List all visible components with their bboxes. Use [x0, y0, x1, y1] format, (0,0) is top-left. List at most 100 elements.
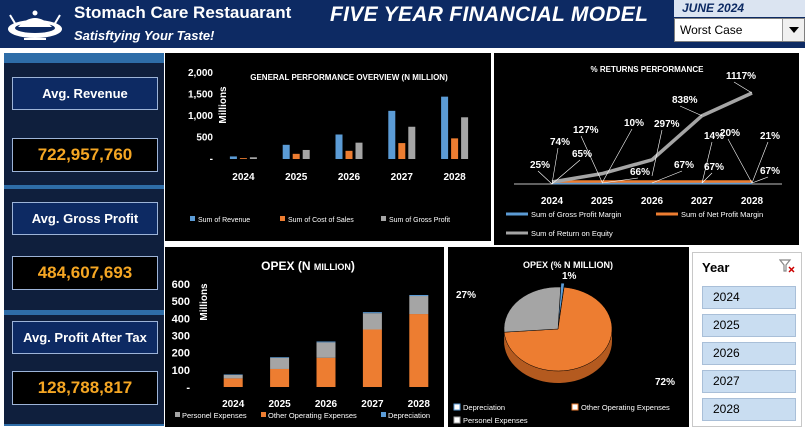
y-tick-label: 400: [172, 313, 190, 325]
x-tick-label: 2027: [361, 399, 384, 410]
data-label: 74%: [550, 137, 570, 148]
kpi-title: Avg. Profit After Tax: [12, 321, 158, 354]
x-tick-label: 2025: [285, 172, 308, 183]
data-label: 20%: [720, 128, 740, 139]
bar-depreciation: [223, 374, 243, 375]
chart-title-small: MILLION: [314, 262, 351, 272]
legend-swatch: [571, 403, 579, 411]
chart-title: GENERAL PERFORMANCE OVERVIEW (N MILLION): [250, 73, 448, 82]
bar-personel-expenses: [270, 357, 290, 369]
bar-depreciation: [409, 294, 429, 297]
data-label: 297%: [654, 119, 680, 130]
legend-label: Sum of Return on Equity: [531, 229, 613, 238]
slicer-item-2027[interactable]: 2027: [702, 370, 796, 393]
leader-line: [651, 170, 683, 184]
kpi-value: 128,788,817: [12, 371, 158, 405]
legend-label: Personel Expenses: [182, 411, 247, 420]
leader-line: [651, 129, 663, 177]
chart-title: % RETURNS PERFORMANCE: [591, 65, 705, 74]
slicer-header: Year: [702, 260, 730, 275]
bar-sum-of-gross-profit: [408, 126, 416, 159]
bar-depreciation: [316, 341, 336, 343]
x-tick-label: 2025: [591, 196, 614, 207]
bar-depreciation: [362, 312, 382, 314]
slicer-item-2028[interactable]: 2028: [702, 398, 796, 421]
data-label: 67%: [674, 160, 694, 171]
chart-title: OPEX (N MILLION): [261, 259, 355, 273]
y-axis-label: Millions: [218, 86, 229, 124]
x-tick-label: 2026: [315, 399, 338, 410]
kpi-value: 484,607,693: [12, 256, 158, 290]
bar-sum-of-gross-profit: [302, 149, 310, 159]
legend-label: Other Operating Expenses: [268, 411, 357, 420]
bar-depreciation: [270, 357, 290, 358]
bar-other-operating-expenses: [409, 314, 429, 387]
leader-line: [551, 159, 581, 185]
kpi-title: Avg. Revenue: [12, 77, 158, 110]
returns-performance-svg: % RETURNS PERFORMANCE 74% 25% 65% 127% 10% 66…: [506, 65, 782, 238]
scenario-dropdown[interactable]: Worst Case: [674, 18, 805, 42]
slicer-item-2025[interactable]: 2025: [702, 314, 796, 337]
bar-sum-of-cost-of-sales: [239, 158, 247, 159]
legend-swatch: [453, 403, 461, 411]
brand-tagline: Satisftying Your Taste!: [74, 28, 215, 43]
leader-line: [601, 177, 639, 184]
bar-personel-expenses: [223, 374, 243, 379]
legend-swatch: [381, 412, 386, 417]
bar-sum-of-gross-profit: [461, 117, 469, 159]
general-performance-chart: GENERAL PERFORMANCE OVERVIEW (N MILLION)…: [165, 53, 491, 241]
bar-sum-of-cost-of-sales: [292, 153, 300, 159]
kpi-title: Avg. Gross Profit: [12, 202, 158, 235]
leader-line: [751, 176, 769, 184]
data-label: 21%: [760, 131, 780, 142]
date-label: JUNE 2024: [674, 0, 805, 17]
x-tick-label: 2028: [741, 196, 764, 207]
y-tick-label: 500: [196, 133, 213, 144]
legend-label: Depreciation: [388, 411, 430, 420]
returns-performance-chart: % RETURNS PERFORMANCE 74% 25% 65% 127% 10% 66…: [494, 53, 799, 245]
x-tick-label: 2024: [222, 399, 245, 410]
legend-swatch: [280, 216, 285, 221]
legend-swatch: [381, 216, 386, 221]
legend-label: Sum of Gross Profit: [389, 217, 450, 224]
opex-bar-chart: OPEX (N MILLION) Millions 600 500 400 300 20…: [165, 247, 444, 427]
opex-pie-chart: OPEX (% N MILLION) 1% 27% 72% Depreciation…: [448, 247, 689, 427]
chevron-down-icon[interactable]: [782, 19, 804, 41]
leader-line: [701, 172, 713, 184]
clear-filter-icon[interactable]: [779, 259, 795, 273]
data-label: 25%: [530, 160, 550, 171]
leader-line: [701, 141, 713, 184]
bar-sum-of-revenue: [282, 144, 290, 159]
brand-name: Stomach Care Restauarant: [74, 3, 292, 22]
leader-line: [580, 135, 603, 183]
data-label: 27%: [456, 290, 476, 301]
bar-sum-of-revenue: [388, 110, 396, 159]
legend-label: Sum of Cost of Sales: [288, 217, 354, 224]
bar-other-operating-expenses: [362, 329, 382, 387]
data-label: 67%: [704, 162, 724, 173]
opex-bar-svg: OPEX (N MILLION) Millions 600 500 400 300 20…: [172, 259, 431, 420]
data-label: 1117%: [726, 71, 756, 82]
bar-other-operating-expenses: [223, 378, 243, 387]
slicer-item-2024[interactable]: 2024: [702, 286, 796, 309]
kpi-card-revenue: Avg. Revenue 722,957,760: [4, 63, 164, 185]
legend-swatch: [175, 412, 180, 417]
leader-line: [679, 105, 703, 117]
legend-label: Sum of Revenue: [198, 217, 250, 224]
pie-slice-personel-expenses: [503, 286, 561, 333]
leader-line: [751, 141, 769, 184]
bar-other-operating-expenses: [316, 357, 336, 387]
y-tick-label: 600: [172, 279, 190, 291]
opex-pie-svg: OPEX (% N MILLION) 1% 27% 72% Depreciation…: [453, 260, 675, 425]
bar-sum-of-gross-profit: [249, 157, 257, 159]
kpi-card-gross-profit: Avg. Gross Profit 484,607,693: [4, 189, 164, 310]
restaurant-logo-icon: [8, 10, 62, 40]
kpi-column: Avg. Revenue 722,957,760 Avg. Gross Prof…: [4, 53, 164, 426]
x-tick-label: 2026: [641, 196, 664, 207]
chart-title: OPEX (% N MILLION): [523, 260, 613, 270]
bar-sum-of-cost-of-sales: [398, 143, 406, 159]
slicer-item-2026[interactable]: 2026: [702, 342, 796, 365]
legend-label: Sum of Net Profit Margin: [681, 210, 763, 219]
data-label: 10%: [624, 118, 644, 129]
chart-title-main: OPEX (N: [261, 259, 314, 273]
